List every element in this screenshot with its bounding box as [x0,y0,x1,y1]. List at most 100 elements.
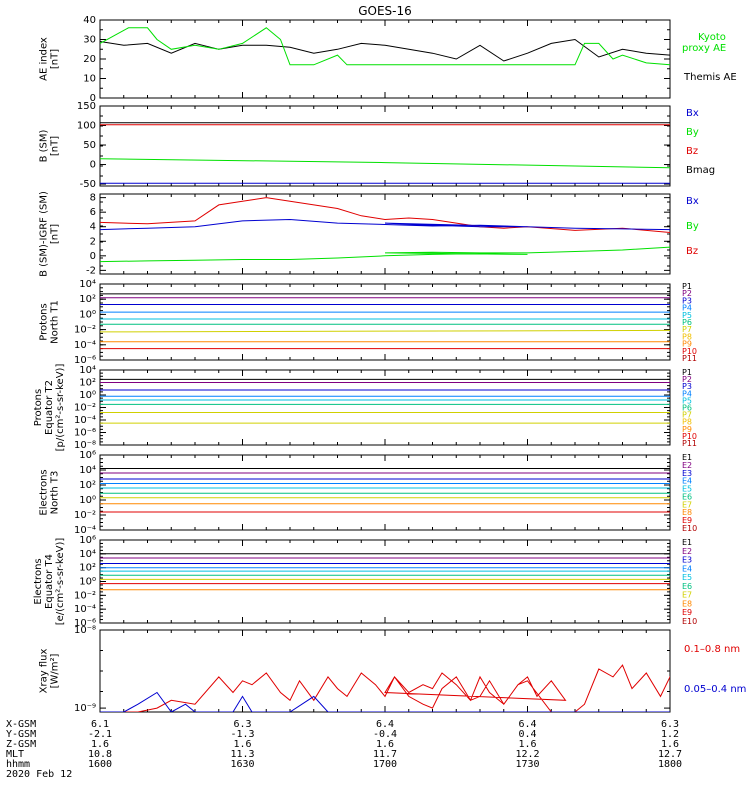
y-tick-label: 10⁻⁴ [74,604,96,615]
y-axis-label-line: [p/(cm²-s-sr-keV)] [55,364,66,452]
y-tick-label: 10⁰ [79,577,96,588]
y-axis-label-line: Protons [33,389,44,426]
y-tick-label: 10⁶ [79,450,96,461]
x-axis-row-label: Z-GSM [6,739,36,750]
legend-item: P1 [682,282,692,291]
y-axis-label-line: [nT] [50,49,61,69]
y-axis-label-line: B (SM)-IGRF (SM) [39,191,50,277]
y-tick-label: 10⁻⁶ [74,428,96,439]
y-tick-label: 2 [90,236,96,247]
legend-item: By [686,127,699,138]
x-axis-tick-value: -1.3 [230,729,254,740]
x-axis-tick-value: -2.1 [88,729,112,740]
x-axis-row-label: MLT [6,749,24,760]
legend-item: P11 [682,439,697,448]
legend-item: P4 [682,389,692,398]
legend-item: P1 [682,368,692,377]
legend-item: P8 [682,332,692,341]
legend-item: E4 [682,477,692,486]
x-axis-tick-value: 11.7 [373,749,397,760]
legend-item: E3 [682,469,692,478]
y-tick-label: 20 [83,54,96,65]
y-axis-label-line: Protons [39,303,50,340]
y-tick-label: 10⁻² [74,510,96,521]
series-group [100,122,670,184]
legend-item: E10 [682,617,697,626]
legend-item: E9 [682,516,692,525]
x-axis-row-label: hhmm [6,759,30,770]
y-tick-label: 150 [77,101,96,112]
x-axis-tick-value: 6.4 [376,719,394,730]
legend-item: Bz [686,146,698,157]
x-axis-date: 2020 Feb 12 [6,769,72,780]
series-0-1-0-8-nm [100,664,670,712]
legend-item: P10 [682,432,697,441]
series-group [100,27,670,66]
legend-item: E1 [682,453,692,462]
legend-item: E3 [682,556,692,565]
x-axis-tick-value: 1730 [515,759,539,770]
y-tick-label: 10⁻⁸ [74,440,96,451]
y-axis-label-line: AE index [39,37,50,81]
x-axis-table: X-GSMY-GSMZ-GSMMLThhmm6.1-2.11.610.81600… [6,719,682,780]
y-tick-label: 10⁻⁴ [74,340,96,351]
y-tick-label: 10⁶ [79,535,96,546]
legend-item: E10 [682,524,697,533]
series-group [100,378,670,424]
series-p7 [100,329,670,333]
x-axis-tick-value: 1630 [230,759,254,770]
legend-item: P9 [682,425,692,434]
legend-item: E7 [682,591,692,600]
legend-item: P4 [682,304,692,313]
y-axis-label-line: [nT] [50,224,61,244]
y-tick-label: 10⁴ [79,465,96,476]
y-axis-label-line: Equator T4 [44,554,55,609]
legend-item: P5 [682,396,692,405]
legend-item: P2 [682,375,692,384]
y-axis-label-line: North T1 [50,300,61,344]
y-tick-label: 30 [83,35,96,46]
legend-item: E4 [682,564,692,573]
y-tick-label: 8 [90,193,96,204]
series-themis-ae [100,38,670,62]
y-tick-label: -2 [86,265,96,276]
y-tick-label: 10⁻⁴ [74,525,96,536]
legend-item: Bx [686,196,699,207]
legend-item: By [686,221,699,232]
series-group [100,468,670,513]
x-axis-tick-value: 1700 [373,759,397,770]
y-tick-label: 10⁻⁶ [74,618,96,629]
y-axis-label-line: North T3 [50,471,61,515]
y-tick-label: 10⁻² [74,403,96,414]
y-tick-label: 10⁴ [79,549,96,560]
y-tick-label: 10⁰ [79,390,96,401]
y-axis-label: Xray flux [W/m²] [39,649,61,694]
x-axis-tick-value: 6.3 [661,719,679,730]
series-bx [100,218,670,231]
x-axis-tick-value: 1.6 [518,739,536,750]
legend-item: P10 [682,347,697,356]
y-axis-label-line: Xray flux [39,649,50,694]
y-tick-label: 10⁻⁶ [74,355,96,366]
chart-title: GOES-16 [358,4,412,18]
panel-xray: 10⁻⁸ 10⁻⁹ Xray flux [W/m²] 0.1–0.8 nm 0.05–0.… [39,625,747,714]
series-group [100,293,670,350]
x-axis-tick-value: 1.2 [661,729,679,740]
x-axis-tick-value: 10.8 [88,749,112,760]
y-axis-label: Protons North T1 [39,300,61,344]
legend-item: P7 [682,411,692,420]
legend-item: E9 [682,608,692,617]
x-axis-tick-value: 6.1 [91,719,109,730]
y-axis-label-line: [nT] [50,136,61,156]
x-axis-tick-value: 1800 [658,759,682,770]
series-bz [100,197,670,234]
legend: Bx By Bz Bmag [686,108,715,176]
panel-b_sm: 150 100 50 0 -50 B (SM) [nT] Bx By Bz Bmag [39,101,716,190]
y-axis-label: AE index [nT] [39,37,61,81]
legend-item: Bz [686,246,698,257]
